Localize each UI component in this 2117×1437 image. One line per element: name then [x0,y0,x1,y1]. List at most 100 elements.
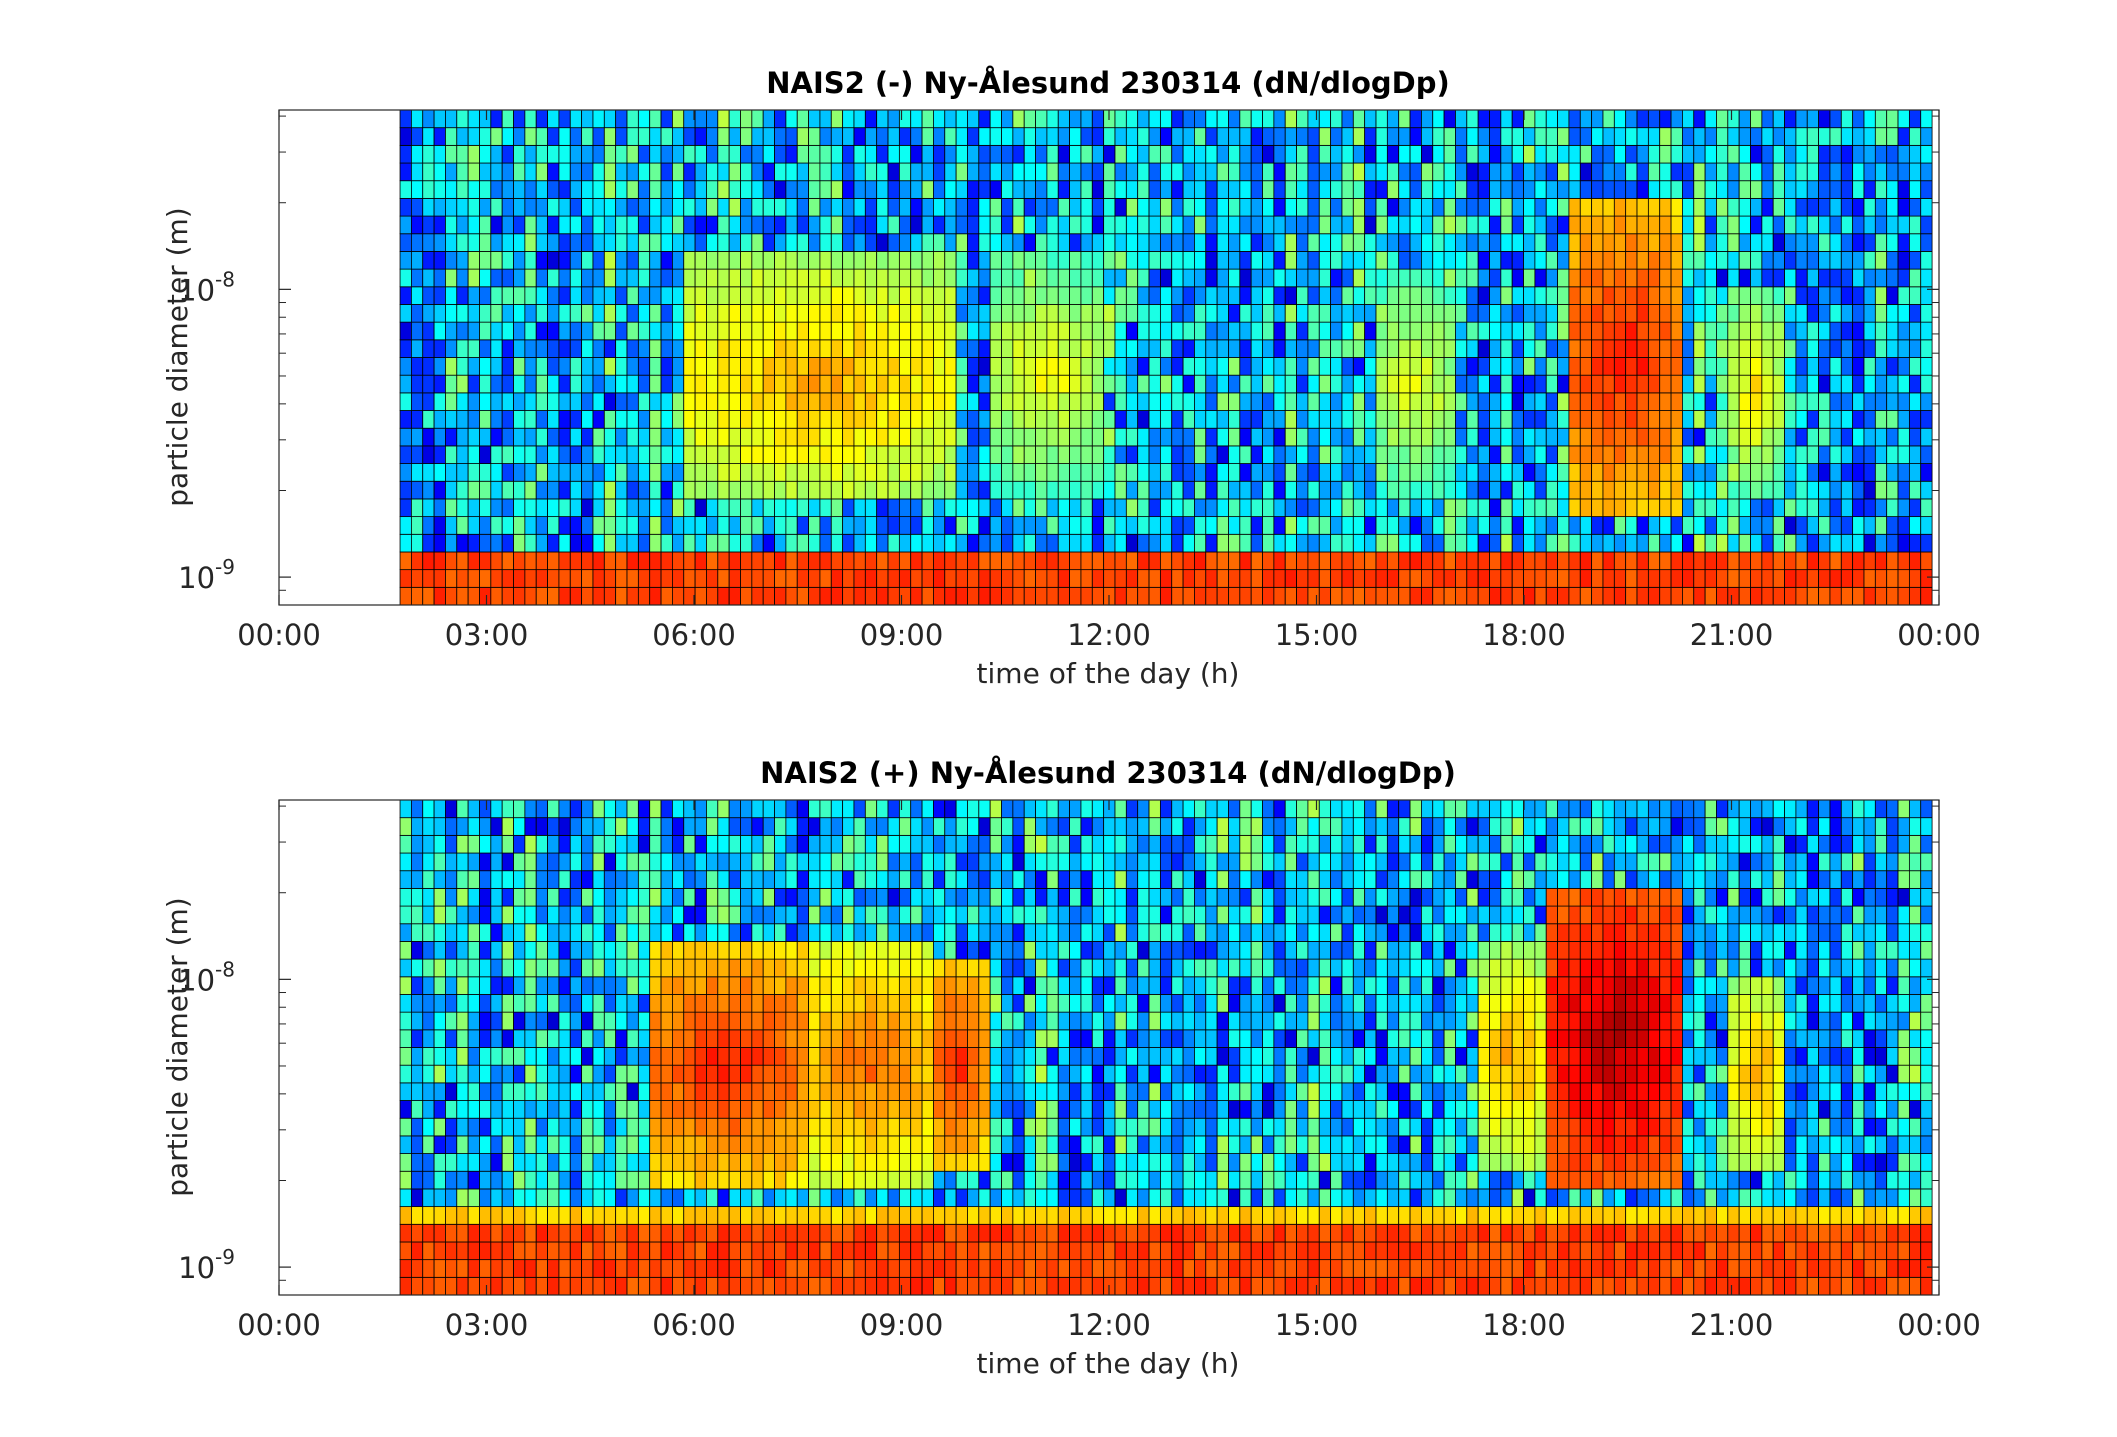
heatmap-cell [1852,144,1865,164]
heatmap-cell [467,233,480,252]
heatmap-cell [456,1117,469,1137]
heatmap-cell [1795,162,1808,182]
heatmap-cell [921,162,934,182]
heatmap-cell [467,1170,480,1190]
heatmap-cell [694,1259,707,1278]
heatmap-cell [1386,197,1400,217]
heatmap-cell [933,569,946,588]
heatmap-cell [1114,463,1127,482]
heatmap-cell [535,994,548,1013]
heatmap-cell [558,958,571,978]
heatmap-cell [1023,180,1036,199]
heatmap-cell [774,233,787,252]
heatmap-cell [1920,445,1933,464]
heatmap-cell [547,569,560,588]
heatmap-cell [1716,586,1729,606]
heatmap-cell [422,480,435,500]
heatmap-cell [547,1188,560,1208]
heatmap-cell [740,1223,753,1243]
heatmap-cell [853,1241,866,1261]
heatmap-cell [1670,339,1683,358]
heatmap-cell [399,304,412,323]
heatmap-cell [445,1153,458,1172]
heatmap-cell [513,339,526,358]
heatmap-cell [1602,268,1615,288]
heatmap-cell [740,463,753,482]
heatmap-cell [456,251,469,270]
heatmap-cell [1035,357,1048,376]
heatmap-cell [1477,569,1490,588]
heatmap-cell [1046,586,1059,606]
heatmap-cell [1239,498,1252,518]
heatmap-cell [626,286,639,305]
heatmap-cell [1409,410,1422,429]
heatmap-cell [1874,498,1888,518]
heatmap-cell [535,1135,548,1154]
heatmap-cell [445,887,458,907]
heatmap-cell [671,1241,685,1261]
heatmap-cell [547,994,560,1013]
heatmap-cell [1035,321,1048,341]
heatmap-cell [1091,427,1105,447]
heatmap-cell [1409,197,1422,217]
heatmap-cell [1137,109,1150,129]
heatmap-cell [1693,498,1706,518]
heatmap-cell [592,392,605,411]
heatmap-cell [1012,215,1025,235]
heatmap-cell [569,286,583,305]
heatmap-cell [1852,180,1865,199]
heatmap-cell [671,1223,685,1243]
heatmap-cell [876,374,889,394]
heatmap-cell [626,516,639,535]
heatmap-cell [467,1011,480,1031]
heatmap-cell [1693,357,1706,376]
heatmap-cell [717,498,730,518]
heatmap-cell [1057,516,1071,535]
heatmap-cell [399,1047,412,1066]
heatmap-cell [1046,286,1059,305]
heatmap-cell [1386,445,1400,464]
heatmap-cell [706,1082,719,1101]
heatmap-cell [660,251,673,270]
heatmap-cell [1148,197,1161,217]
heatmap-cell [774,516,787,535]
heatmap-cell [1523,197,1536,217]
heatmap-cell [433,339,446,358]
heatmap-cell [399,215,412,235]
heatmap-cell [1829,339,1842,358]
heatmap-cell [1602,251,1615,270]
heatmap-cell [1591,197,1604,217]
heatmap-cell [1273,357,1286,376]
heatmap-cell [728,268,741,288]
heatmap-cell [1046,197,1059,217]
heatmap-cell [524,1047,537,1066]
heatmap-cell [615,127,628,146]
heatmap-cell [422,1100,435,1119]
heatmap-cell [1386,109,1400,129]
heatmap-cell [422,127,435,146]
heatmap-cell [637,1223,651,1243]
heatmap-cell [1806,516,1820,535]
heatmap-cell [842,392,855,411]
heatmap-cell [1443,233,1456,252]
heatmap-cell [501,887,514,907]
heatmap-cell [467,834,480,854]
heatmap-cell [1670,286,1683,305]
heatmap-cell [796,127,809,146]
heatmap-cell [1682,162,1695,182]
heatmap-cell [1647,215,1661,235]
heatmap-cell [842,233,855,252]
heatmap-cell [1693,197,1706,217]
heatmap-cell [728,498,741,518]
heatmap-cell [1194,321,1207,341]
heatmap-cell [1432,215,1445,235]
heatmap-cell [1772,569,1785,588]
heatmap-cell [808,304,821,323]
heatmap-cell [615,463,628,482]
heatmap-cell [944,197,957,217]
heatmap-cell [785,569,798,588]
heatmap-cell [1920,410,1933,429]
heatmap-cell [569,941,583,960]
heatmap-cell [1466,109,1479,129]
heatmap-cell [717,162,730,182]
